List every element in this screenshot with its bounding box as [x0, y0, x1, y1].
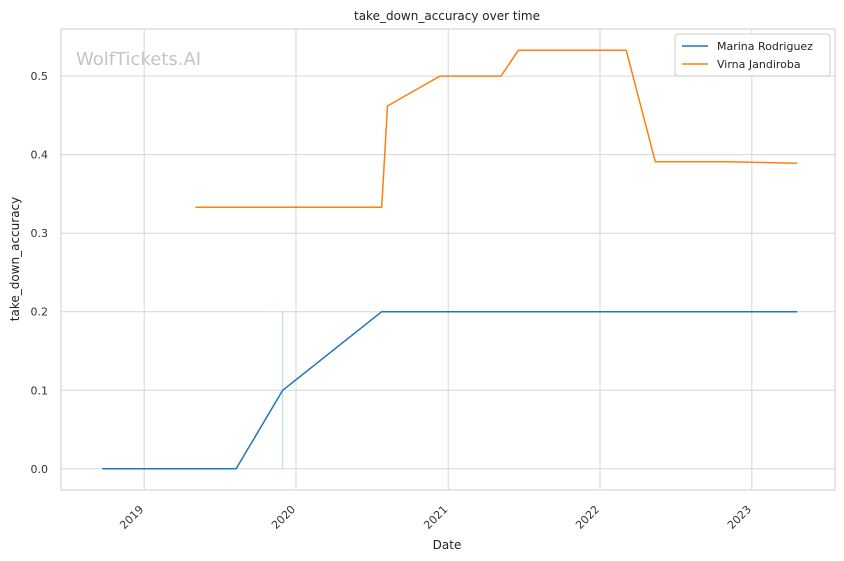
y-axis-label: take_down_accuracy: [8, 197, 22, 321]
y-tick-label: 0.4: [31, 149, 49, 162]
y-tick-label: 0.3: [31, 227, 49, 240]
legend-box: [674, 33, 831, 77]
x-axis-label: Date: [433, 538, 462, 552]
y-tick-label: 0.2: [31, 306, 49, 319]
legend: Marina Rodriguez Virna Jandiroba: [674, 33, 831, 77]
y-tick-label: 0.1: [31, 384, 49, 397]
series-lines: [102, 49, 798, 470]
series-line-virna-jandiroba: [195, 49, 798, 209]
plot-area: [60, 28, 836, 491]
series-line-marina-rodriguez: [102, 310, 798, 470]
watermark-text: WolfTickets.AI: [76, 49, 201, 70]
legend-label-virna-jandiroba: Virna Jandiroba: [717, 58, 801, 71]
chart-title: take_down_accuracy over time: [354, 9, 540, 23]
y-tick-label: 0.0: [31, 463, 49, 476]
legend-label-marina-rodriguez: Marina Rodriguez: [717, 40, 813, 53]
y-tick-label: 0.5: [31, 70, 49, 83]
